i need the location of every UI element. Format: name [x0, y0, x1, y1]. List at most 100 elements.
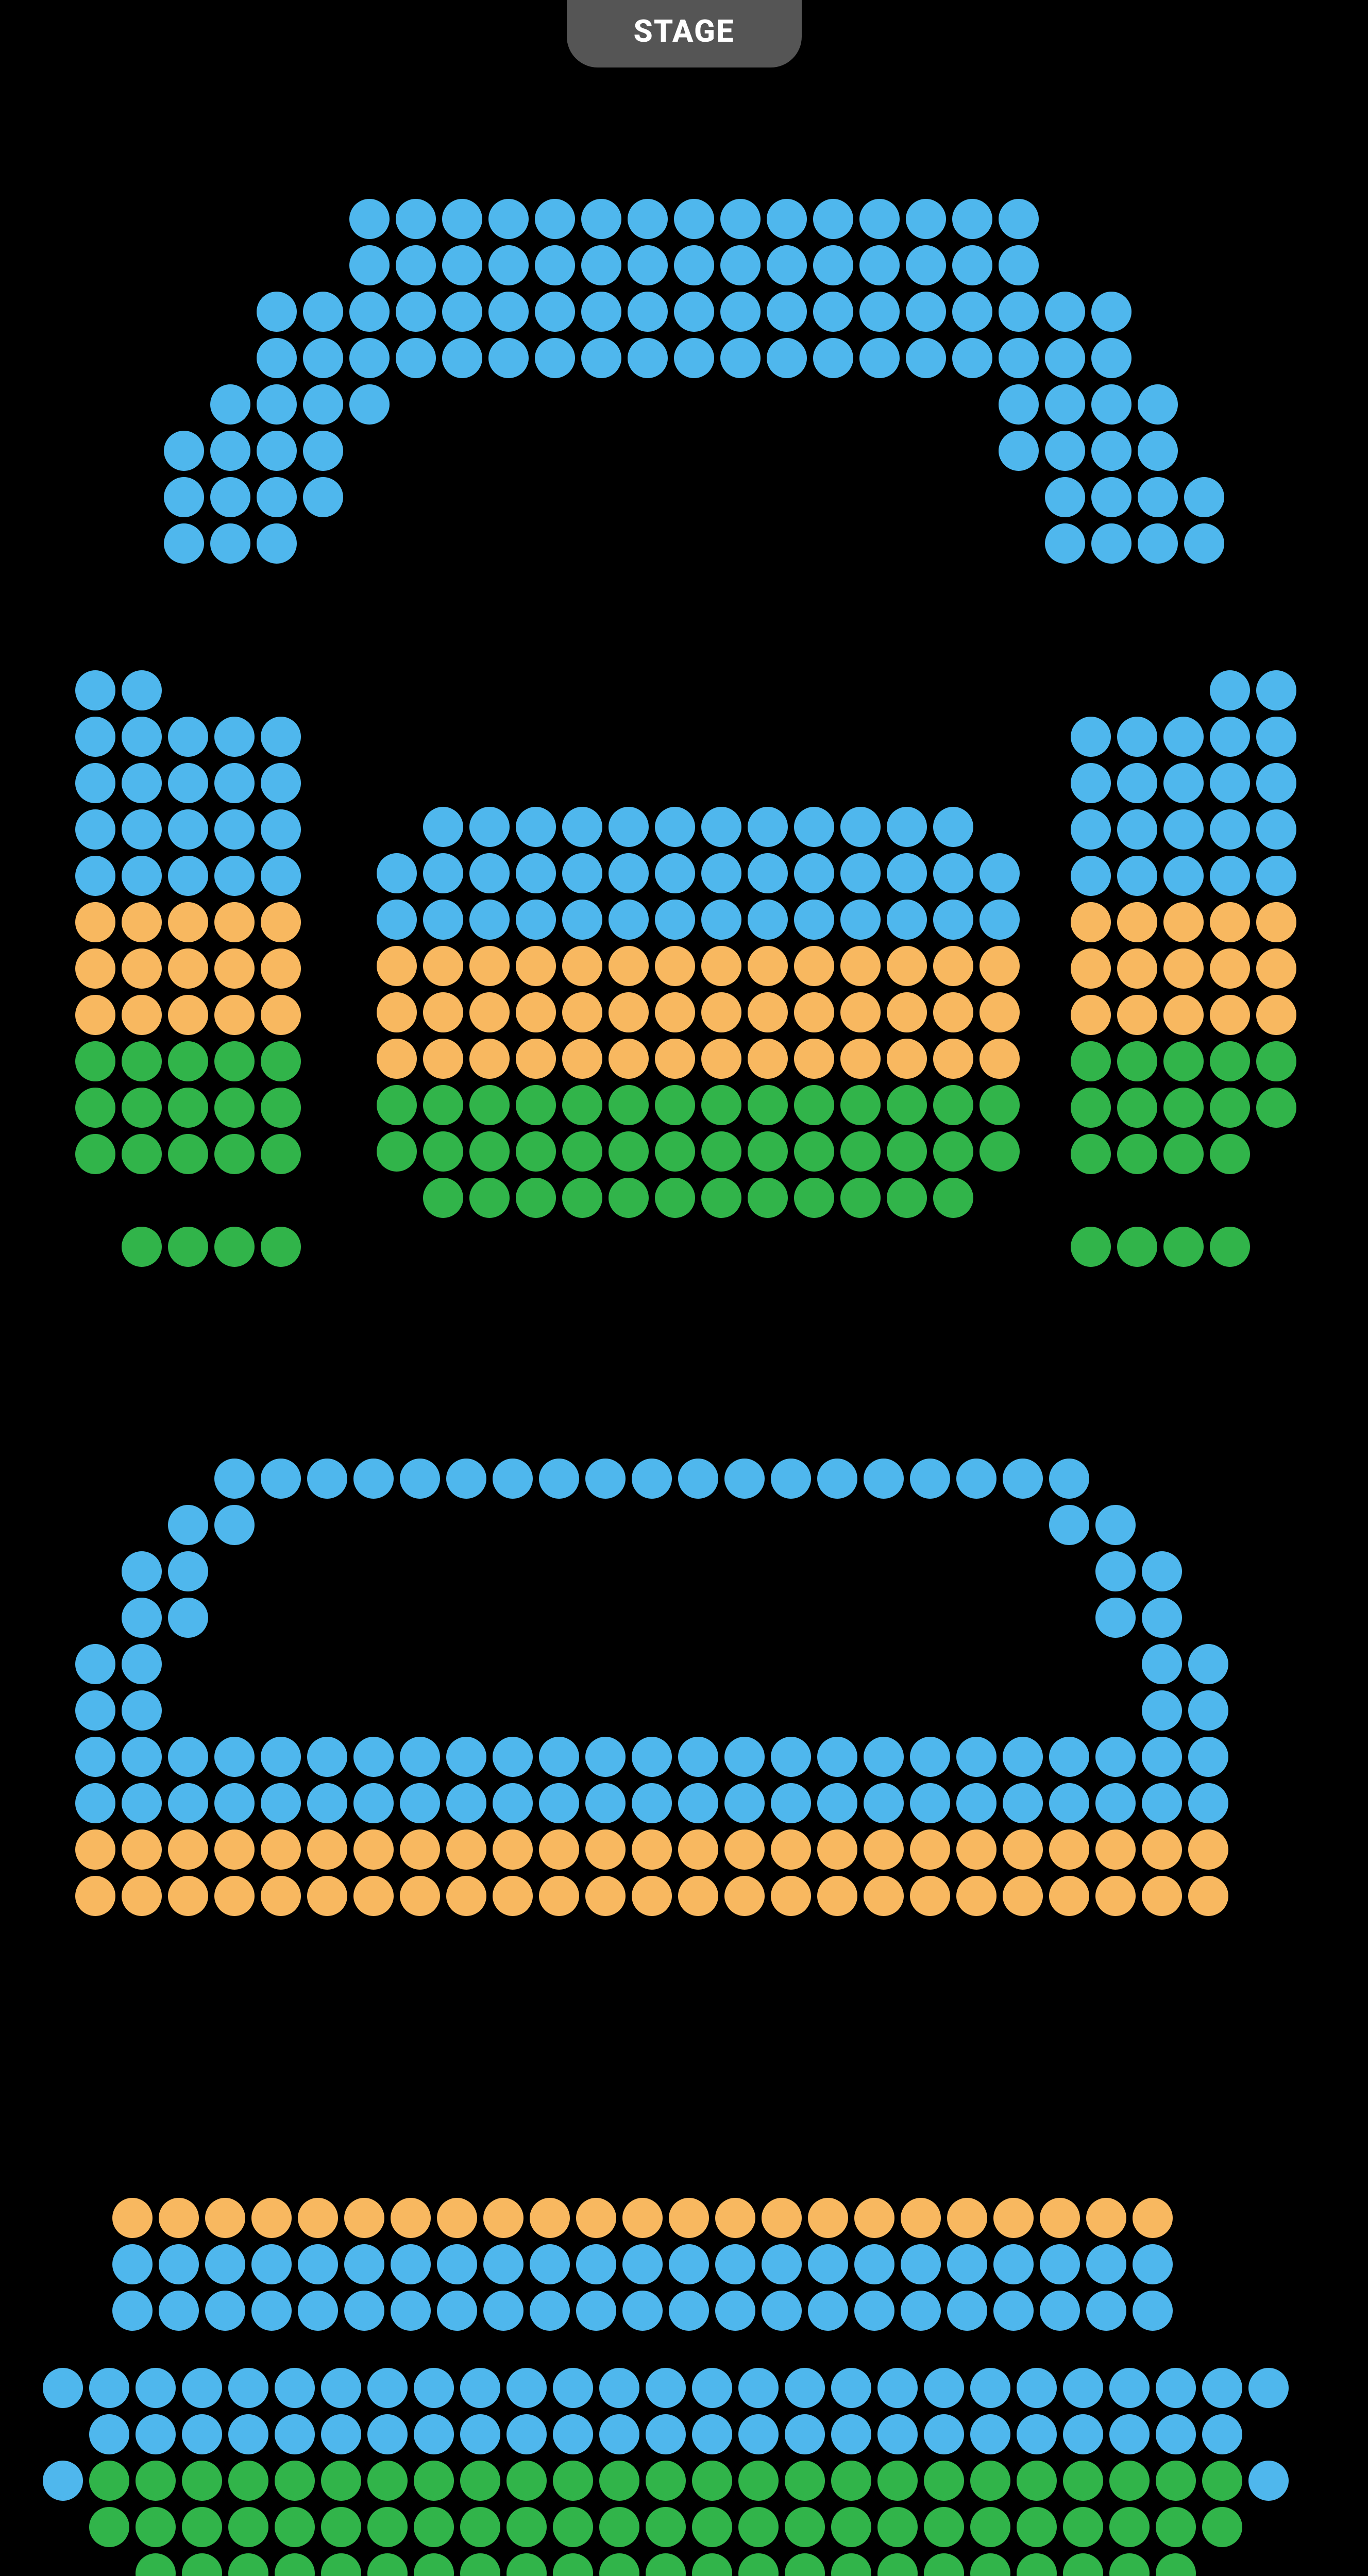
seat[interactable]	[562, 1131, 602, 1172]
seat[interactable]	[1071, 856, 1111, 896]
seat[interactable]	[794, 1085, 834, 1125]
seat[interactable]	[423, 946, 463, 986]
seat[interactable]	[530, 2291, 570, 2331]
seat[interactable]	[75, 948, 115, 989]
seat[interactable]	[956, 1829, 997, 1870]
seat[interactable]	[970, 2414, 1010, 2454]
seat[interactable]	[1109, 2414, 1150, 2454]
seat[interactable]	[794, 992, 834, 1032]
seat[interactable]	[609, 900, 649, 940]
seat[interactable]	[535, 338, 575, 378]
seat[interactable]	[701, 992, 741, 1032]
seat[interactable]	[349, 384, 390, 425]
seat[interactable]	[414, 2553, 454, 2576]
seat[interactable]	[349, 199, 390, 239]
seat[interactable]	[1109, 2507, 1150, 2547]
seat[interactable]	[469, 807, 510, 847]
seat[interactable]	[396, 292, 436, 332]
seat[interactable]	[562, 1039, 602, 1079]
seat[interactable]	[75, 856, 115, 896]
seat[interactable]	[437, 2291, 477, 2331]
seat[interactable]	[1133, 2291, 1173, 2331]
seat[interactable]	[423, 992, 463, 1032]
seat[interactable]	[632, 1459, 672, 1499]
seat[interactable]	[854, 2291, 894, 2331]
seat[interactable]	[164, 523, 204, 564]
seat[interactable]	[1256, 902, 1296, 942]
seat[interactable]	[214, 948, 255, 989]
seat[interactable]	[1091, 431, 1131, 471]
seat[interactable]	[576, 2198, 616, 2238]
seat[interactable]	[701, 1131, 741, 1172]
seat[interactable]	[748, 1178, 788, 1218]
seat[interactable]	[516, 853, 556, 893]
seat[interactable]	[307, 1829, 347, 1870]
seat[interactable]	[1071, 763, 1111, 803]
seat[interactable]	[1045, 292, 1085, 332]
seat[interactable]	[396, 245, 436, 285]
seat[interactable]	[646, 2461, 686, 2501]
seat[interactable]	[469, 1178, 510, 1218]
seat[interactable]	[303, 292, 343, 332]
seat[interactable]	[646, 2414, 686, 2454]
seat[interactable]	[321, 2461, 361, 2501]
seat[interactable]	[446, 1876, 486, 1916]
seat[interactable]	[506, 2414, 547, 2454]
seat[interactable]	[1003, 1783, 1043, 1823]
seat[interactable]	[530, 2198, 570, 2238]
seat[interactable]	[122, 902, 162, 942]
seat[interactable]	[933, 1178, 973, 1218]
seat[interactable]	[377, 946, 417, 986]
seat[interactable]	[423, 1085, 463, 1125]
seat[interactable]	[859, 292, 900, 332]
seat[interactable]	[553, 2507, 593, 2547]
seat[interactable]	[748, 807, 788, 847]
seat[interactable]	[655, 1039, 695, 1079]
seat[interactable]	[483, 2198, 523, 2238]
seat[interactable]	[553, 2461, 593, 2501]
seat[interactable]	[1210, 948, 1250, 989]
seat[interactable]	[887, 1178, 927, 1218]
seat[interactable]	[813, 245, 853, 285]
seat[interactable]	[1071, 717, 1111, 757]
seat[interactable]	[275, 2461, 315, 2501]
seat[interactable]	[887, 900, 927, 940]
seat[interactable]	[353, 1876, 394, 1916]
seat[interactable]	[423, 853, 463, 893]
seat[interactable]	[1142, 1690, 1182, 1731]
seat[interactable]	[952, 292, 992, 332]
seat[interactable]	[257, 292, 297, 332]
seat[interactable]	[400, 1783, 440, 1823]
seat[interactable]	[251, 2291, 292, 2331]
seat[interactable]	[622, 2291, 663, 2331]
seat[interactable]	[307, 1737, 347, 1777]
seat[interactable]	[321, 2414, 361, 2454]
seat[interactable]	[933, 1085, 973, 1125]
seat[interactable]	[1063, 2507, 1103, 2547]
seat[interactable]	[442, 338, 482, 378]
seat[interactable]	[762, 2198, 802, 2238]
seat[interactable]	[214, 1829, 255, 1870]
seat[interactable]	[539, 1829, 579, 1870]
seat[interactable]	[460, 2507, 500, 2547]
seat[interactable]	[1133, 2244, 1173, 2284]
seat[interactable]	[423, 900, 463, 940]
seat[interactable]	[1091, 338, 1131, 378]
seat[interactable]	[75, 670, 115, 710]
seat[interactable]	[488, 292, 529, 332]
seat[interactable]	[1142, 1644, 1182, 1684]
seat[interactable]	[493, 1783, 533, 1823]
seat[interactable]	[947, 2244, 987, 2284]
seat[interactable]	[748, 992, 788, 1032]
seat[interactable]	[877, 2461, 918, 2501]
seat[interactable]	[1210, 995, 1250, 1035]
seat[interactable]	[933, 1131, 973, 1172]
seat[interactable]	[460, 2368, 500, 2408]
seat[interactable]	[1256, 856, 1296, 896]
seat[interactable]	[251, 2198, 292, 2238]
seat[interactable]	[168, 1737, 208, 1777]
seat[interactable]	[516, 1085, 556, 1125]
seat[interactable]	[553, 2368, 593, 2408]
seat[interactable]	[182, 2553, 222, 2576]
seat[interactable]	[257, 431, 297, 471]
